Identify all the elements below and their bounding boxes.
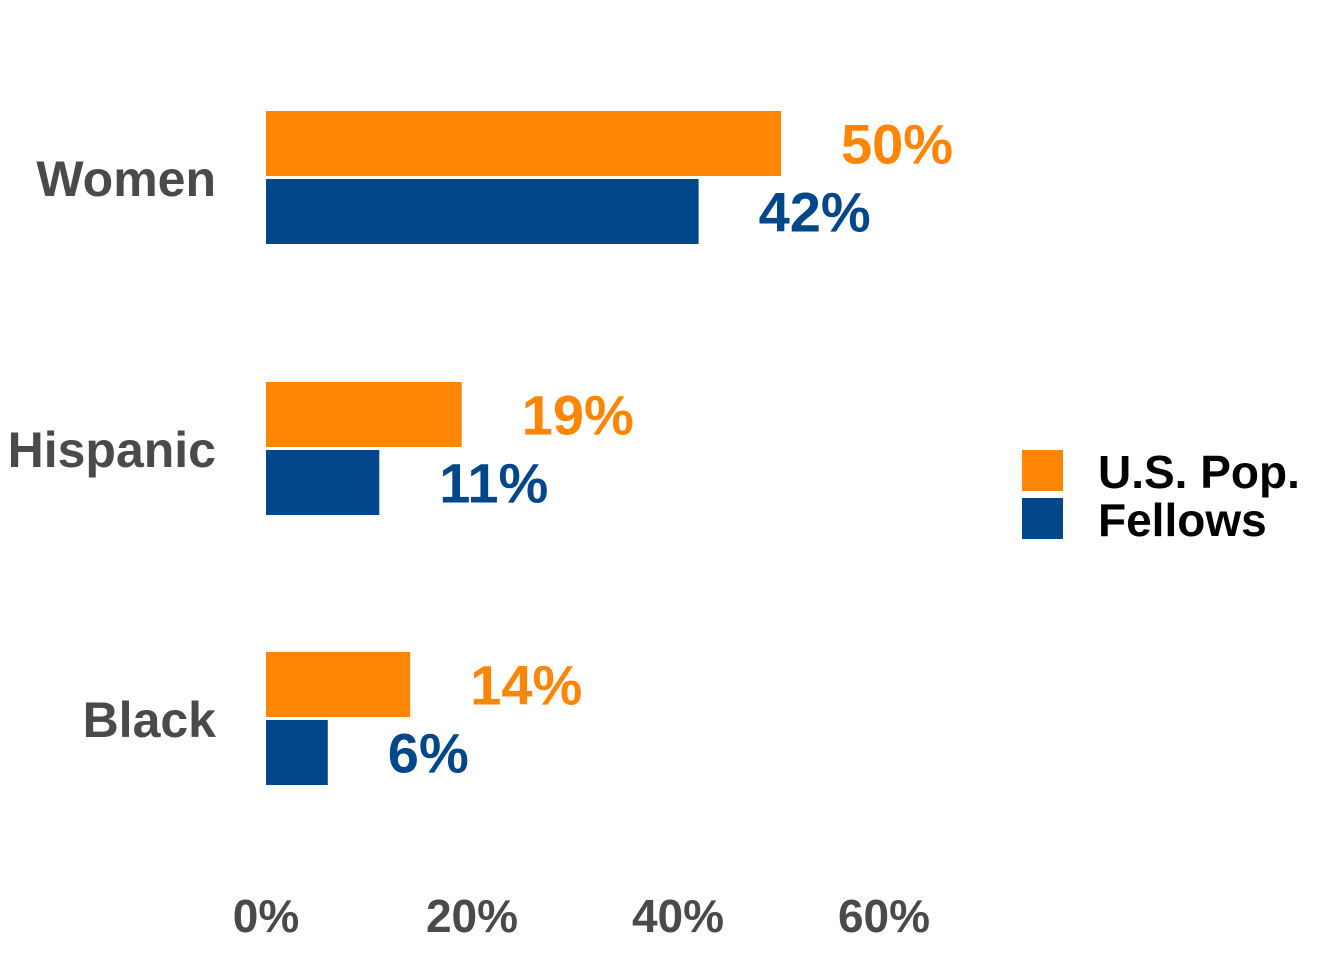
x-tick-label: 60% (838, 890, 930, 942)
bar-women-fellows (266, 179, 699, 244)
data-label-layer: 50%42% 19%11% 14%6% (388, 113, 953, 785)
bar-women-u-s-pop (266, 111, 781, 176)
data-label-women-fellows: 42% (759, 181, 871, 244)
x-tick-label: 20% (426, 890, 518, 942)
bar-layer (266, 111, 781, 785)
legend-label-fellows: Fellows (1098, 494, 1267, 546)
x-tick-label-layer: 0% 20% 40% 60% (233, 890, 930, 942)
x-tick-label: 0% (233, 890, 299, 942)
data-label-hispanic-u-s-pop: 19% (522, 384, 634, 447)
category-label-black: Black (83, 692, 217, 748)
x-tick-label: 40% (632, 890, 724, 942)
bar-hispanic-u-s-pop (266, 382, 462, 447)
bar-black-fellows (266, 720, 328, 785)
category-label-women: Women (36, 151, 216, 207)
category-label-layer: Women Hispanic Black (8, 151, 217, 748)
legend-swatch-fellows (1022, 498, 1063, 539)
bar-black-u-s-pop (266, 652, 411, 717)
data-label-women-u-s-pop: 50% (841, 113, 953, 176)
data-label-black-fellows: 6% (388, 722, 469, 785)
category-label-hispanic: Hispanic (8, 422, 216, 478)
legend-label-u-s-pop: U.S. Pop. (1098, 446, 1300, 498)
data-label-hispanic-fellows: 11% (439, 452, 548, 515)
legend-swatch-u-s-pop (1022, 450, 1063, 491)
bar-hispanic-fellows (266, 450, 380, 515)
legend: U.S. Pop.Fellows (1022, 446, 1300, 546)
data-label-black-u-s-pop: 14% (470, 654, 582, 717)
